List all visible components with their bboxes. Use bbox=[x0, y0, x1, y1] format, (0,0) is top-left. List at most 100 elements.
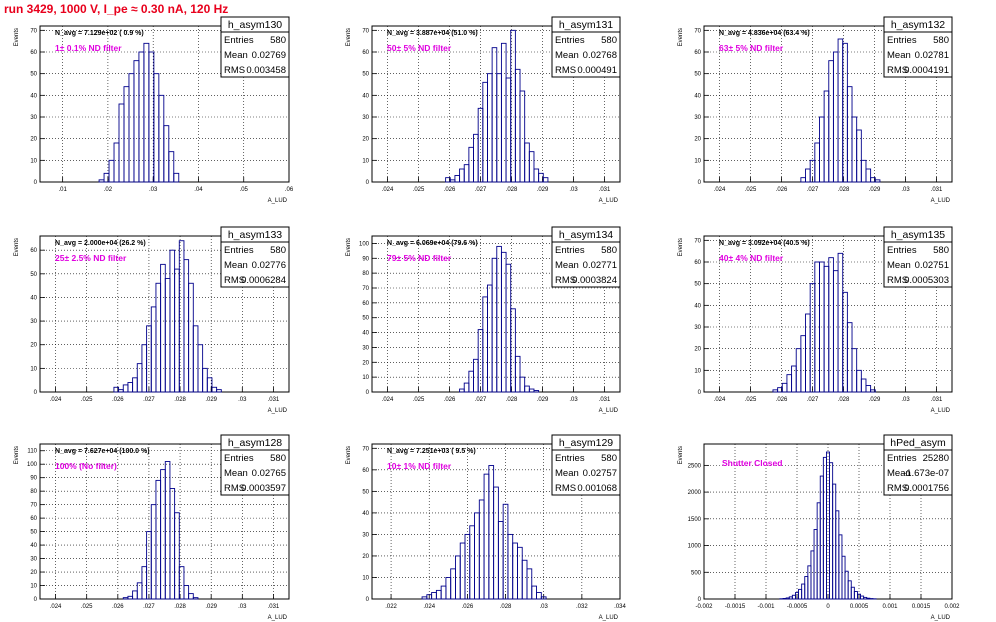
x-tick-label: .034 bbox=[614, 604, 626, 610]
y-tick-label: 110 bbox=[27, 449, 37, 455]
filter-label: 25± 2.5% ND filter bbox=[55, 253, 127, 263]
y-tick-label: 40 bbox=[694, 93, 701, 99]
y-tick-label: 0 bbox=[34, 597, 38, 603]
x-tick-label: -0.001 bbox=[757, 604, 775, 610]
stats-key: RMS bbox=[555, 65, 576, 76]
stats-key: Mean bbox=[555, 260, 579, 271]
x-tick-label: .026 bbox=[112, 604, 124, 610]
stats-value: 580 bbox=[270, 453, 286, 464]
histogram-bin bbox=[526, 568, 533, 600]
navg-label: N_avg = 6.069e+04 (79.6 %) bbox=[387, 240, 478, 247]
x-tick-label: .027 bbox=[143, 397, 155, 403]
x-tick-label: -0.0005 bbox=[787, 604, 808, 610]
stats-key: RMS bbox=[887, 483, 908, 494]
histogram-bin bbox=[536, 592, 542, 600]
stats-box bbox=[220, 226, 290, 288]
x-tick-label: .031 bbox=[268, 397, 280, 403]
y-tick-label: 50 bbox=[30, 272, 37, 278]
x-tick-label: .022 bbox=[385, 604, 397, 610]
stats-box bbox=[551, 226, 621, 288]
x-tick-label: .025 bbox=[81, 604, 93, 610]
y-tick-label: 0 bbox=[34, 390, 38, 396]
y-tick-label: 60 bbox=[362, 301, 369, 307]
y-tick-label: 20 bbox=[30, 137, 37, 143]
y-tick-label: 10 bbox=[30, 584, 37, 590]
x-tick-label: .031 bbox=[599, 187, 611, 193]
x-tick-label: .031 bbox=[268, 604, 280, 610]
y-tick-label: 60 bbox=[362, 50, 369, 56]
histogram-panel: .022 .024 .026 .028 .03 .032 .034 0 10 20 30 40 50 60… bbox=[346, 434, 626, 621]
navg-label: N_avg = 4.836e+04 (63.4 %) bbox=[719, 30, 810, 37]
histogram-bin bbox=[216, 389, 222, 393]
histogram-panel: .01 .02 .03 .04 .05 .06 0 10 20 30 40 50 60 70 Events A… bbox=[14, 16, 294, 204]
y-tick-label: 50 bbox=[694, 282, 701, 288]
x-tick-label: 0.001 bbox=[882, 604, 898, 610]
stats-value: 0.02771 bbox=[583, 260, 617, 271]
y-tick-label: 60 bbox=[694, 260, 701, 266]
navg-label: N_avg = 7.251e+03 ( 9.5 %) bbox=[387, 448, 476, 455]
stats-key: Entries bbox=[555, 245, 585, 256]
y-tick-label: 30 bbox=[362, 115, 369, 121]
y-tick-label: 50 bbox=[362, 72, 369, 78]
y-tick-label: 10 bbox=[30, 366, 37, 372]
y-tick-label: 10 bbox=[694, 158, 701, 164]
x-tick-label: .028 bbox=[838, 397, 850, 403]
y-tick-label: 60 bbox=[362, 468, 369, 474]
x-tick-label: .029 bbox=[205, 397, 217, 403]
histogram-panel: .024 .025 .026 .027 .028 .029 .03 .031 0 10 20 30 40… bbox=[678, 16, 953, 204]
filter-label: 100% (No filter) bbox=[55, 461, 117, 471]
stats-value: 0.02769 bbox=[252, 50, 286, 61]
stats-key: RMS bbox=[887, 65, 908, 76]
y-tick-label: 70 bbox=[362, 28, 369, 34]
y-tick-label: 20 bbox=[362, 554, 369, 560]
x-tick-label: .03 bbox=[901, 397, 910, 403]
y-tick-label: 60 bbox=[30, 50, 37, 56]
histogram-bin bbox=[183, 585, 190, 600]
y-tick-label: 0 bbox=[698, 390, 702, 396]
y-tick-label: 100 bbox=[359, 241, 370, 247]
stats-title: h_asym129 bbox=[559, 437, 613, 449]
stats-title: h_asym135 bbox=[891, 229, 945, 241]
stats-value: 0.02776 bbox=[252, 260, 286, 271]
x-tick-label: .025 bbox=[745, 187, 757, 193]
x-tick-label: .028 bbox=[838, 187, 850, 193]
y-axis-title: Events bbox=[14, 28, 20, 46]
y-tick-label: 30 bbox=[694, 325, 701, 331]
stats-value: 0.0006284 bbox=[241, 275, 286, 286]
x-tick-label: .024 bbox=[423, 604, 435, 610]
y-axis-title: Events bbox=[678, 238, 684, 256]
y-tick-label: 60 bbox=[694, 50, 701, 56]
x-tick-label: .025 bbox=[745, 397, 757, 403]
y-tick-label: 30 bbox=[30, 557, 37, 563]
stats-value: 0.02751 bbox=[915, 260, 949, 271]
histogram-panel: .024 .025 .026 .027 .028 .029 .03 .031 0 10 20 30 40… bbox=[14, 434, 290, 621]
y-tick-label: 90 bbox=[30, 476, 37, 482]
x-tick-label: .03 bbox=[901, 187, 910, 193]
y-tick-label: 30 bbox=[694, 115, 701, 121]
stats-key: Entries bbox=[887, 453, 917, 464]
x-tick-label: 0.0015 bbox=[912, 604, 931, 610]
y-tick-label: 40 bbox=[362, 511, 369, 517]
stats-value: 0.02757 bbox=[583, 468, 617, 479]
stats-value: 0.003458 bbox=[246, 65, 286, 76]
x-tick-label: .026 bbox=[776, 187, 788, 193]
x-tick-label: .029 bbox=[869, 397, 881, 403]
histogram-bin bbox=[540, 596, 547, 600]
stats-key: Mean bbox=[887, 50, 911, 61]
stats-title: hPed_asym bbox=[890, 437, 946, 449]
x-tick-label: .031 bbox=[931, 397, 943, 403]
stats-box bbox=[551, 434, 621, 496]
y-tick-label: 80 bbox=[30, 489, 37, 495]
x-tick-label: .028 bbox=[500, 604, 512, 610]
y-axis-title: Events bbox=[678, 28, 684, 46]
y-tick-label: 0 bbox=[698, 597, 702, 603]
y-tick-label: 0 bbox=[366, 180, 370, 186]
stats-key: Mean bbox=[224, 50, 248, 61]
stats-value: 0.0004191 bbox=[904, 65, 949, 76]
navg-label: N_avg = 7.129e+02 ( 0.9 %) bbox=[55, 30, 144, 37]
y-axis-title: Events bbox=[346, 446, 352, 464]
histogram-bin bbox=[188, 593, 194, 600]
x-axis-title: A_LUD bbox=[268, 408, 288, 414]
x-tick-label: .03 bbox=[238, 397, 247, 403]
